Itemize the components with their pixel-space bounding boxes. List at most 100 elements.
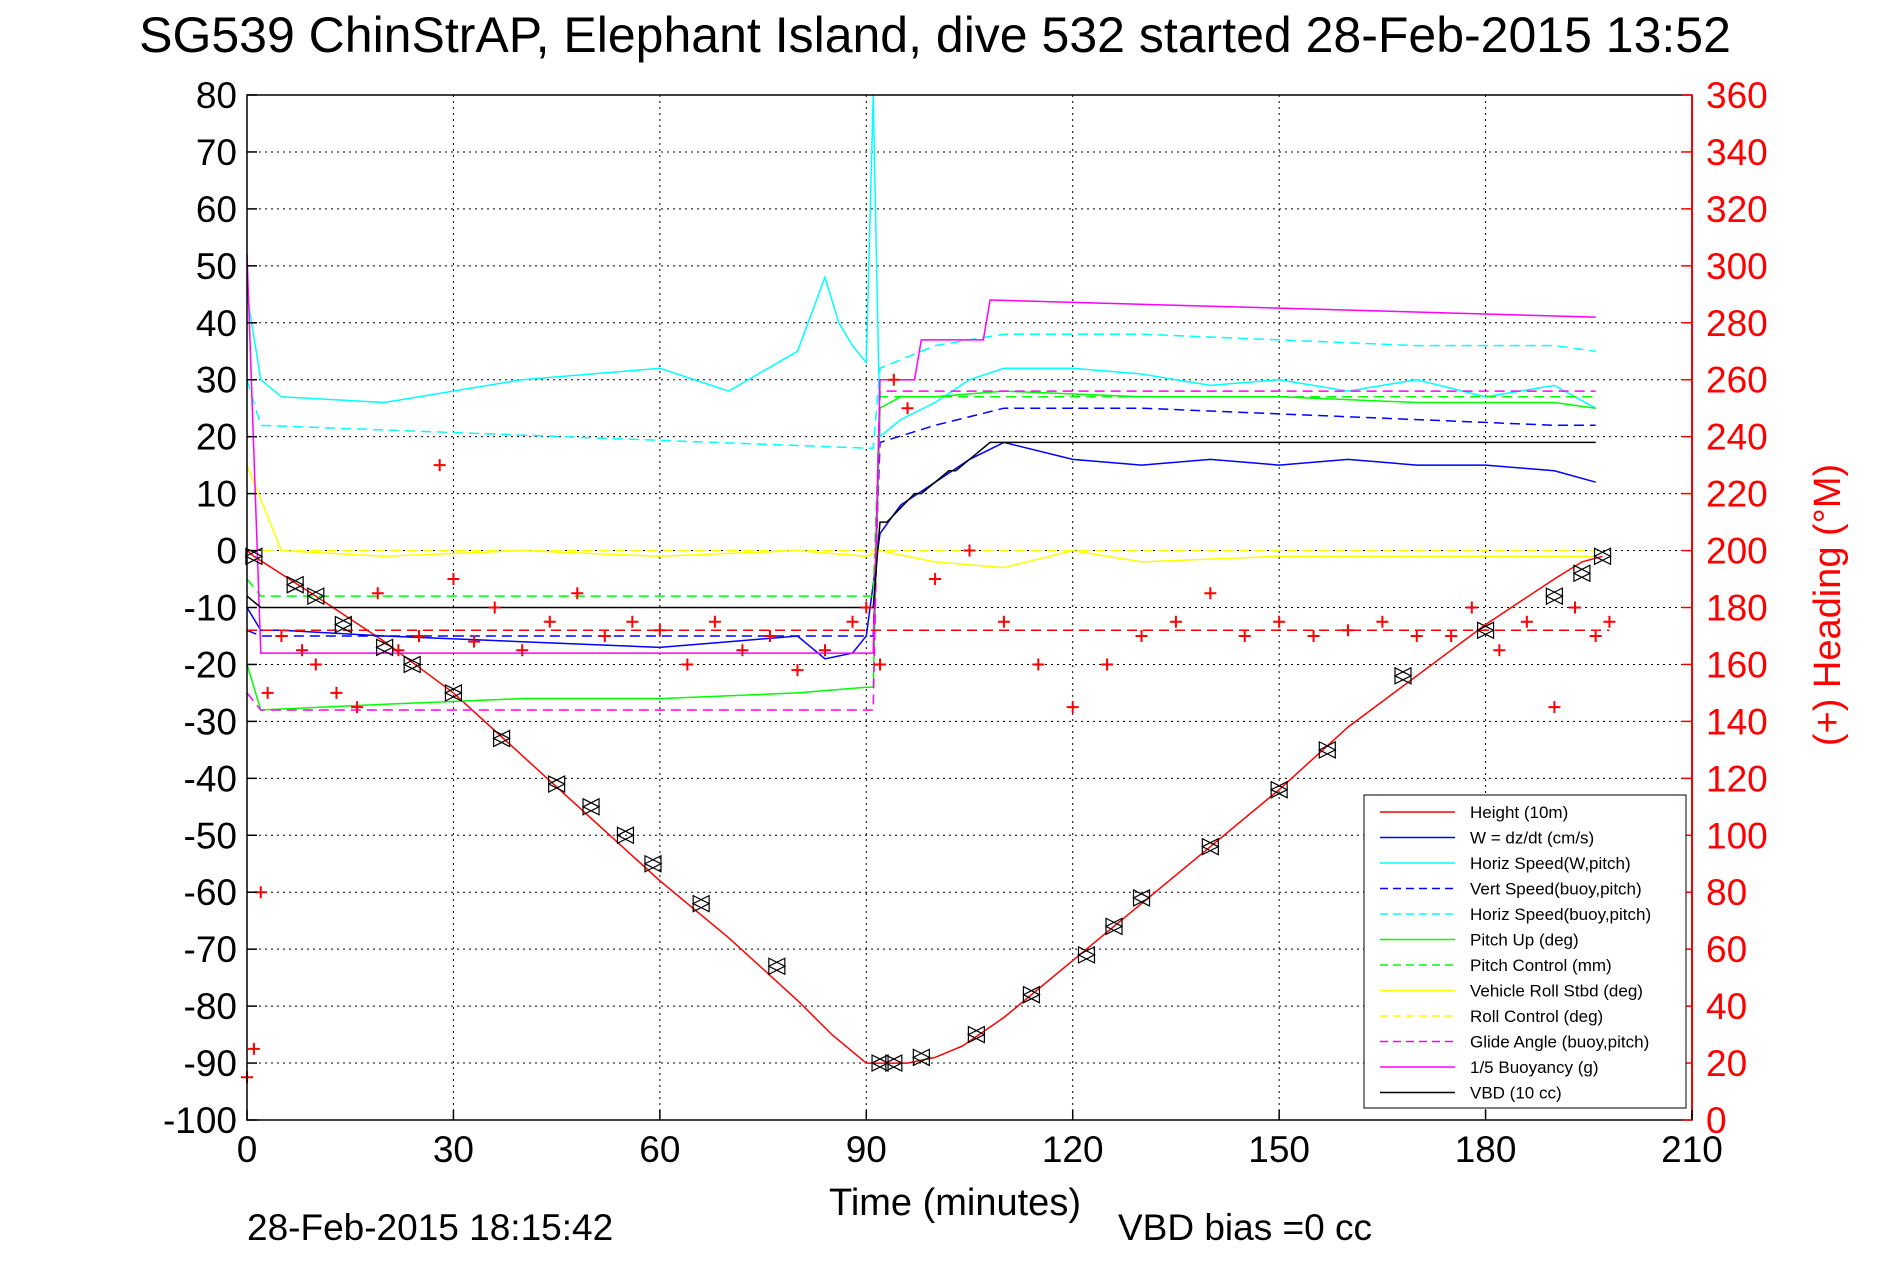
heading-point [1341, 624, 1354, 637]
depth-marker [1022, 985, 1041, 1004]
heading-point [261, 686, 274, 699]
heading-point [819, 644, 831, 657]
heading-point [309, 658, 322, 671]
y-tick-label: 30 [196, 360, 237, 401]
heading-point [447, 573, 460, 586]
heading-point [763, 629, 776, 642]
heading-point [860, 601, 873, 614]
depth-marker [1572, 564, 1592, 583]
y-right-tick-label: 340 [1706, 132, 1768, 173]
heading-point [247, 1042, 260, 1055]
depth-marker [306, 587, 326, 606]
y-right-tick-label: 100 [1706, 815, 1768, 856]
depth-marker [767, 957, 787, 976]
legend-label-w: W = dz/dt (cm/s) [1470, 829, 1594, 848]
y-right-tick-label: 180 [1706, 588, 1768, 629]
heading-point [997, 615, 1010, 628]
depth-marker [870, 1054, 890, 1073]
y-right-tick-label: 140 [1706, 701, 1768, 742]
depth-marker [1393, 666, 1413, 685]
depth-marker [967, 1025, 986, 1044]
y-right-tick-label: 40 [1706, 986, 1747, 1027]
y-right-tick-label: 120 [1706, 758, 1768, 799]
x-axis-label: Time (minutes) [829, 1182, 1081, 1224]
depth-marker [1476, 621, 1495, 640]
y-right-tick-label: 280 [1706, 303, 1768, 344]
series-group [246, 94, 1603, 1064]
depth-marker [884, 1054, 904, 1073]
y-tick-label: -80 [184, 986, 237, 1027]
heading-point [1032, 658, 1045, 671]
heading-point [571, 587, 584, 600]
heading-point [846, 615, 859, 628]
depth-marker [1545, 587, 1564, 606]
heading-point [1238, 629, 1251, 642]
heading-point [963, 544, 976, 557]
legend-label-height: Height (10m) [1470, 803, 1568, 822]
heading-point [887, 373, 900, 386]
timestamp-footer: 28-Feb-2015 18:15:42 [247, 1207, 613, 1248]
series-pitch_control [246, 396, 1596, 597]
y-tick-label: 10 [196, 474, 237, 515]
y-right-tick-label: 260 [1706, 360, 1768, 401]
legend: Height (10m) W = dz/dt (cm/s) Horiz Speed(… [1363, 794, 1687, 1109]
depth-marker [1132, 888, 1151, 907]
legend-label-horiz_speed: Horiz Speed(W,pitch) [1470, 854, 1631, 873]
depth-marker [244, 547, 264, 566]
marker-group [244, 547, 1612, 1073]
heading-point [791, 664, 804, 677]
heading-point [1465, 601, 1478, 614]
heading-point [681, 658, 694, 671]
depth-marker [1317, 740, 1337, 759]
heading-point [1169, 615, 1182, 628]
depth-marker [911, 1048, 931, 1067]
y-tick-label: -10 [184, 588, 237, 629]
y-tick-label: -40 [184, 758, 237, 799]
series-glide_angle [246, 390, 1596, 711]
depth-marker [402, 655, 422, 674]
y-right-tick-label: 320 [1706, 189, 1768, 230]
heading-point [1376, 615, 1389, 628]
legend-label-vbd: VBD (10 cc) [1470, 1084, 1562, 1103]
heading-point [543, 615, 556, 628]
legend-box [1363, 794, 1687, 1109]
y-right-tick-label: 80 [1706, 872, 1747, 913]
heading-point [1307, 629, 1320, 642]
heading-point [296, 644, 309, 657]
heading-point [626, 615, 639, 628]
legend-label-vert_speed: Vert Speed(buoy,pitch) [1470, 880, 1642, 899]
y-tick-label: -90 [184, 1043, 237, 1084]
heading-point [275, 629, 288, 642]
heading-point [1273, 615, 1286, 628]
heading-point [516, 644, 529, 657]
depth-marker [691, 894, 711, 913]
y-right-tick-label: 0 [1706, 1100, 1727, 1141]
heading-point [1520, 615, 1533, 628]
x-tick-label: 120 [1042, 1129, 1104, 1170]
heading-point [468, 635, 481, 648]
heading-point [653, 624, 666, 637]
depth-marker [375, 638, 394, 657]
y-right-tick-label: 160 [1706, 644, 1768, 685]
legend-label-glide_angle: Glide Angle (buoy,pitch) [1470, 1033, 1649, 1052]
depth-marker [1104, 917, 1124, 936]
heading-point [488, 601, 501, 614]
heading-point [351, 701, 364, 714]
legend-label-roll_control: Roll Control (deg) [1470, 1007, 1603, 1026]
depth-marker [444, 683, 463, 702]
depth-marker [285, 575, 305, 594]
depth-marker [1077, 945, 1096, 964]
heading-point [874, 658, 887, 671]
series-vehicle_roll [246, 464, 1596, 569]
y-right-tick-label: 20 [1706, 1043, 1747, 1084]
y-right-tick-label: 240 [1706, 417, 1768, 458]
y-tick-label: -100 [163, 1100, 237, 1141]
y-tick-label: -70 [184, 929, 237, 970]
right-axis-label: (+) Heading (°M) [1807, 464, 1849, 746]
legend-label-pitch_up: Pitch Up (deg) [1470, 931, 1579, 950]
y-tick-label: 40 [196, 303, 237, 344]
y-tick-label: 80 [196, 75, 237, 116]
chart-title: SG539 ChinStrAP, Elephant Island, dive 5… [139, 7, 1731, 63]
heading-point [708, 615, 721, 628]
y-tick-label: -60 [184, 872, 237, 913]
